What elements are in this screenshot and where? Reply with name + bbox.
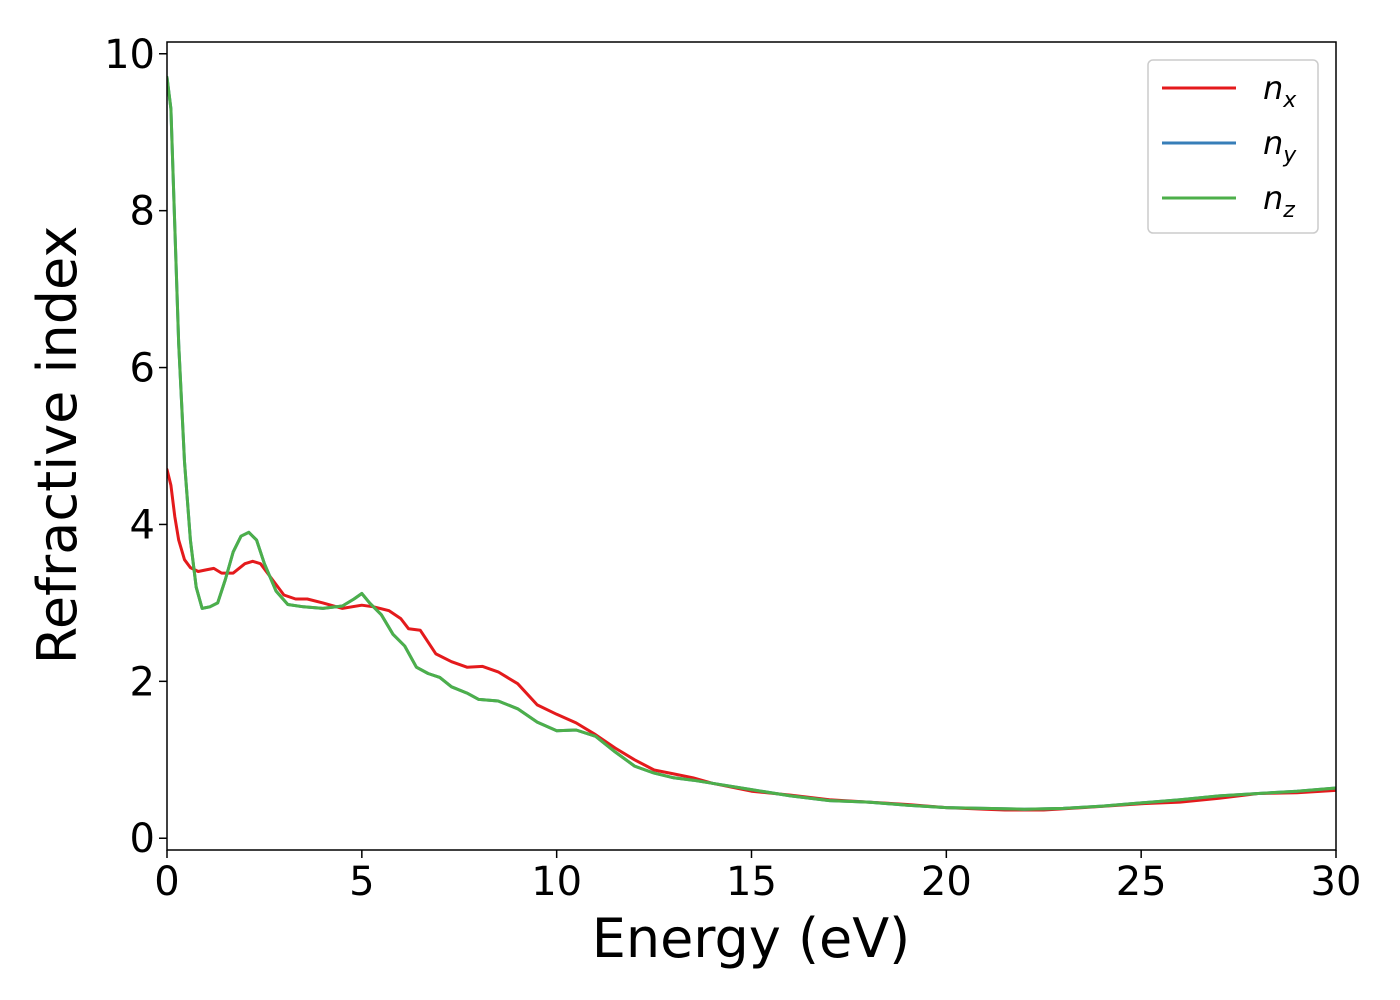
y-tick-label: 8 [130, 189, 155, 235]
y-tick-label: 2 [130, 659, 155, 705]
legend-label-subscript: z [1282, 198, 1295, 223]
x-tick-label: 10 [531, 859, 582, 905]
x-tick-label: 30 [1311, 859, 1362, 905]
legend-label-base: n [1263, 69, 1283, 107]
series-line-n-x [167, 468, 1336, 812]
legend-label-n-z: nz [1263, 179, 1295, 223]
y-tick-label: 6 [130, 346, 155, 392]
x-tick-label: 20 [921, 859, 972, 905]
x-tick-label: 15 [726, 859, 777, 905]
y-tick-label: 10 [104, 32, 155, 78]
x-axis-label: Energy (eV) [592, 907, 911, 970]
legend-label-subscript: y [1282, 143, 1297, 168]
series-layer [167, 75, 1336, 812]
y-axis-label: Refractive index [26, 226, 89, 665]
x-tick-label: 25 [1116, 859, 1167, 905]
x-axis-ticks: 0 5 10 15 20 25 30 [154, 850, 1361, 905]
x-tick-label: 0 [154, 859, 179, 905]
y-tick-label: 0 [130, 816, 155, 862]
series-line-n-z [167, 75, 1336, 811]
legend-frame [1147, 59, 1319, 234]
legend-label-n-y: ny [1263, 124, 1297, 168]
legend-label-base: n [1263, 179, 1283, 217]
legend-label-n-x: nx [1263, 69, 1297, 113]
legend-label-subscript: x [1282, 88, 1297, 113]
y-axis-ticks: 0 2 4 6 8 10 [104, 32, 167, 862]
y-tick-label: 4 [130, 502, 155, 548]
x-tick-label: 5 [349, 859, 374, 905]
legend-label-base: n [1263, 124, 1283, 162]
